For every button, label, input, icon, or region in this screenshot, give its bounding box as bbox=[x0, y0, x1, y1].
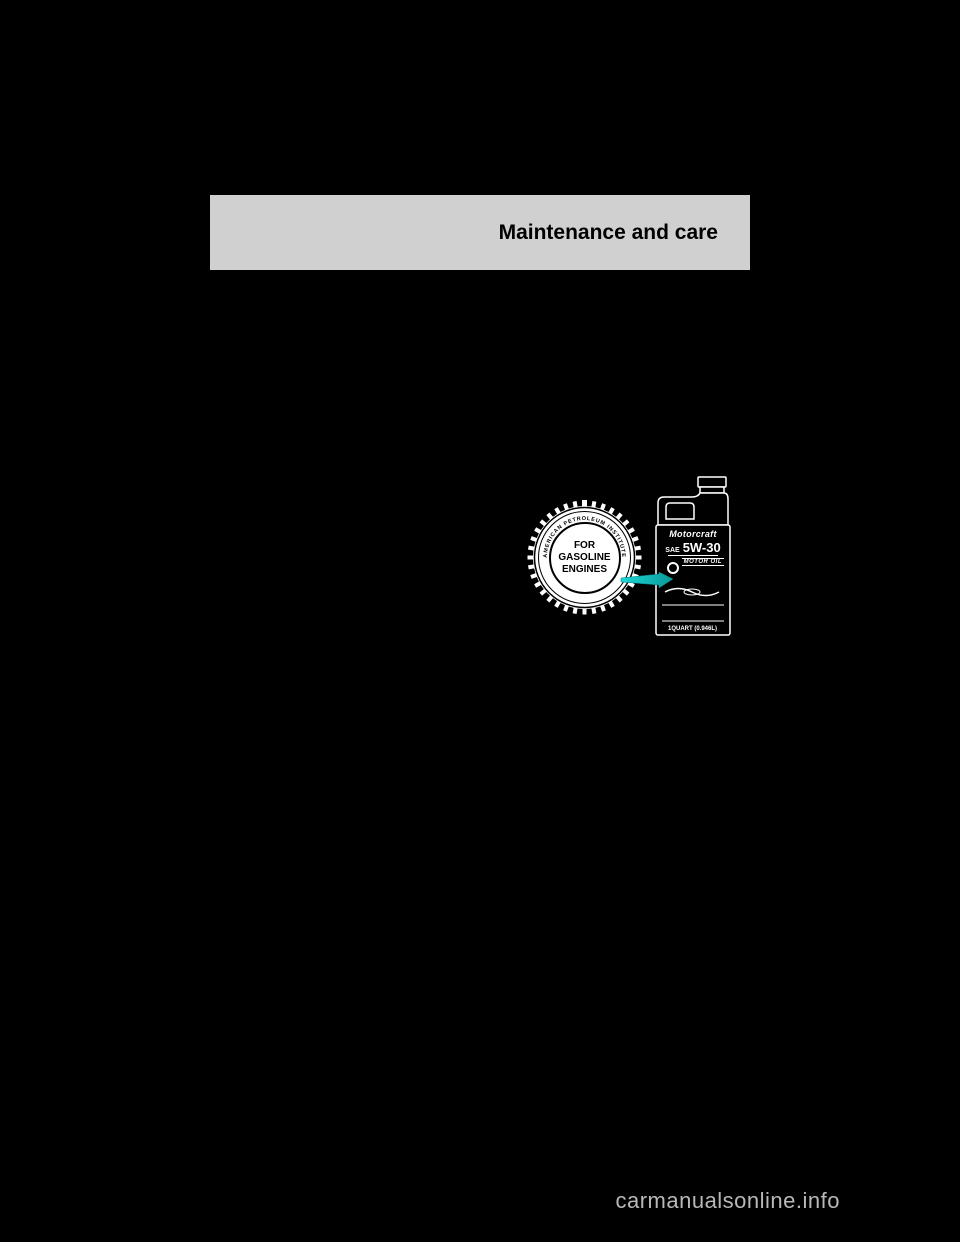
seal-line2: GASOLINE bbox=[558, 552, 610, 564]
bottle-motor-oil: MOTOR OIL bbox=[682, 558, 724, 566]
page-container: Maintenance and care bbox=[210, 195, 750, 350]
header-band: Maintenance and care bbox=[210, 195, 750, 270]
bottle-quart: 1QUART (0.946L) bbox=[650, 626, 735, 632]
section-title: Maintenance and care bbox=[499, 221, 718, 245]
oil-bottle: Motorcraft SAE 5W-30 MOTOR OIL 1QUART (0… bbox=[650, 475, 735, 640]
arrow-icon bbox=[619, 572, 674, 590]
bottle-grade: 5W-30 bbox=[683, 540, 721, 555]
api-seal: AMERICAN PETROLEUM INSTITUTE CERTIFIED F… bbox=[527, 500, 642, 615]
watermark: carmanualsonline.info bbox=[615, 1188, 840, 1214]
bottle-sae-label: SAE bbox=[665, 547, 679, 554]
oil-illustration: AMERICAN PETROLEUM INSTITUTE CERTIFIED F… bbox=[527, 475, 735, 640]
bottle-brand: Motorcraft bbox=[658, 529, 728, 539]
seal-line3: ENGINES bbox=[562, 564, 607, 576]
seal-line1: FOR bbox=[574, 540, 595, 552]
seal-center-text: FOR GASOLINE ENGINES bbox=[549, 522, 621, 594]
bottle-sae-row: SAE 5W-30 bbox=[658, 540, 728, 555]
